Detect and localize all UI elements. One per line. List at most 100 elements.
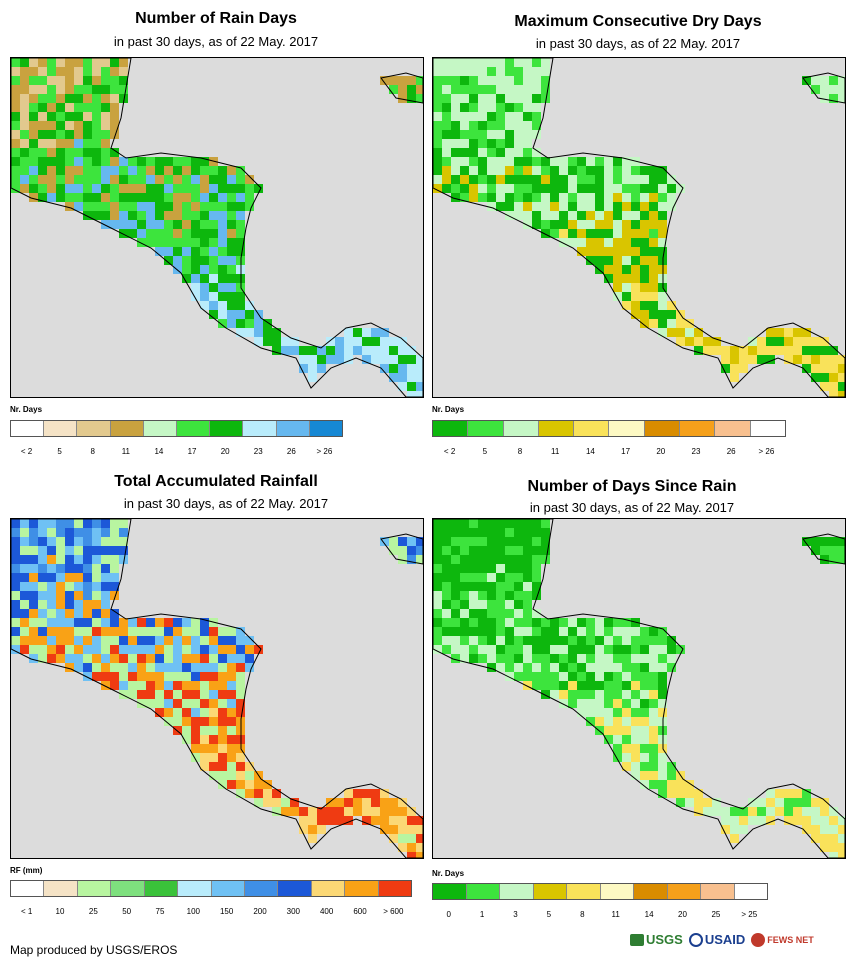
grid-cell xyxy=(218,753,227,762)
grid-cell xyxy=(344,798,353,807)
grid-cell xyxy=(191,202,200,211)
grid-cell xyxy=(65,600,74,609)
grid-cell xyxy=(83,519,92,528)
grid-cell xyxy=(182,699,191,708)
grid-cell xyxy=(20,58,29,67)
grid-cell xyxy=(29,546,38,555)
grid-cell xyxy=(622,211,631,220)
grid-cell xyxy=(676,319,685,328)
legend-tick-label: 25 xyxy=(88,907,98,916)
grid-cell xyxy=(182,157,191,166)
grid-cell xyxy=(523,582,532,591)
legend-swatch xyxy=(243,421,277,436)
grid-cell xyxy=(65,609,74,618)
grid-cell xyxy=(164,202,173,211)
grid-cell xyxy=(416,355,423,364)
grid-cell xyxy=(83,139,92,148)
grid-cell xyxy=(487,573,496,582)
grid-cell xyxy=(559,681,568,690)
grid-cell xyxy=(505,112,514,121)
grid-cell xyxy=(793,346,802,355)
grid-cell xyxy=(496,636,505,645)
grid-cell xyxy=(362,816,371,825)
grid-cell xyxy=(802,337,811,346)
grid-cell xyxy=(568,618,577,627)
grid-cell xyxy=(56,166,65,175)
grid-cell xyxy=(640,274,649,283)
grid-cell xyxy=(47,627,56,636)
grid-cell xyxy=(200,256,209,265)
grid-cell xyxy=(595,699,604,708)
grid-cell xyxy=(784,807,793,816)
grid-cell xyxy=(730,364,739,373)
grid-cell xyxy=(838,852,845,858)
grid-cell xyxy=(469,58,478,67)
grid-cell xyxy=(245,645,254,654)
grid-cell xyxy=(838,843,845,852)
grid-cell xyxy=(407,555,416,564)
grid-cell xyxy=(631,229,640,238)
grid-cell xyxy=(227,229,236,238)
grid-cell xyxy=(514,654,523,663)
grid-cell xyxy=(487,148,496,157)
grid-cell xyxy=(442,148,451,157)
grid-cell xyxy=(631,726,640,735)
map-total-rainfall xyxy=(10,518,424,859)
grid-cell xyxy=(92,663,101,672)
grid-cell xyxy=(838,76,845,85)
grid-cell xyxy=(613,292,622,301)
grid-cell xyxy=(496,139,505,148)
grid-cell xyxy=(442,528,451,537)
grid-cell xyxy=(335,798,344,807)
grid-cell xyxy=(137,699,146,708)
grid-cell xyxy=(523,112,532,121)
grid-cell xyxy=(38,582,47,591)
grid-cell xyxy=(514,627,523,636)
grid-cell xyxy=(218,319,227,328)
grid-cell xyxy=(460,148,469,157)
grid-cell xyxy=(658,166,667,175)
grid-cell xyxy=(613,202,622,211)
grid-cell xyxy=(694,337,703,346)
grid-cell xyxy=(541,672,550,681)
grid-cell xyxy=(344,807,353,816)
grid-cell xyxy=(38,166,47,175)
grid-cell xyxy=(514,591,523,600)
grid-cell xyxy=(640,663,649,672)
grid-cell xyxy=(83,193,92,202)
grid-cell xyxy=(371,337,380,346)
grid-cell xyxy=(514,672,523,681)
grid-cell xyxy=(577,645,586,654)
grid-cell xyxy=(838,85,845,94)
grid-cell xyxy=(676,789,685,798)
grid-cell xyxy=(622,166,631,175)
grid-cell xyxy=(586,699,595,708)
grid-cell xyxy=(38,546,47,555)
grid-cell xyxy=(577,166,586,175)
grid-cell xyxy=(389,364,398,373)
grid-cell xyxy=(119,618,128,627)
grid-cell xyxy=(451,636,460,645)
grid-cell xyxy=(469,582,478,591)
grid-cell xyxy=(236,166,245,175)
grid-cell xyxy=(173,663,182,672)
grid-cell xyxy=(820,843,829,852)
grid-cell xyxy=(757,798,766,807)
grid-cell xyxy=(469,193,478,202)
grid-cell xyxy=(317,355,326,364)
grid-cell xyxy=(622,681,631,690)
grid-cell xyxy=(820,337,829,346)
grid-cell xyxy=(613,618,622,627)
grid-cell xyxy=(416,816,423,825)
grid-cell xyxy=(496,591,505,600)
legend-tick-label: 14 xyxy=(154,447,164,456)
grid-cell xyxy=(649,184,658,193)
grid-cell xyxy=(326,807,335,816)
grid-cell xyxy=(532,555,541,564)
grid-cell xyxy=(110,573,119,582)
grid-cell xyxy=(407,346,416,355)
legend-swatch xyxy=(433,421,469,436)
grid-cell xyxy=(631,247,640,256)
grid-cell xyxy=(191,274,200,283)
grid-cell xyxy=(496,564,505,573)
